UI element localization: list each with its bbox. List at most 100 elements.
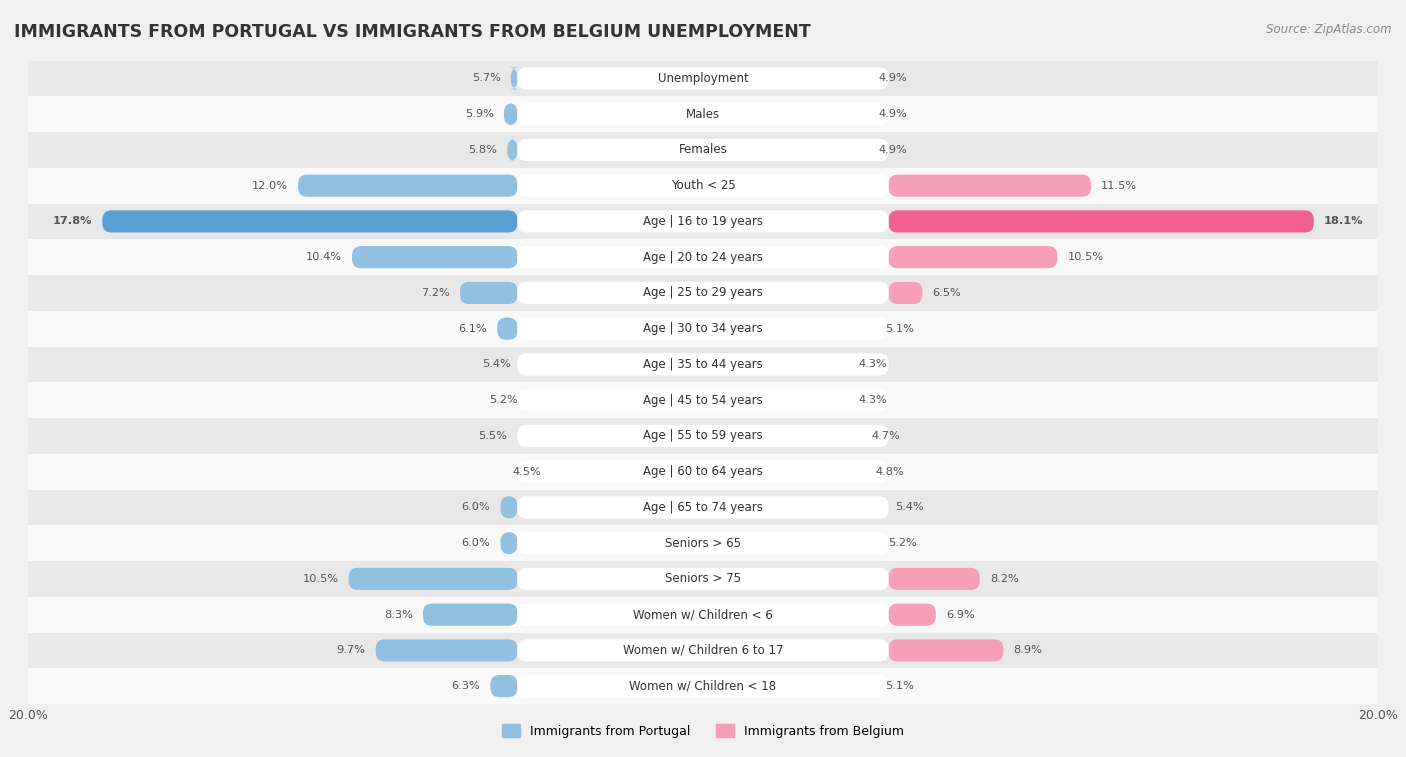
Text: IMMIGRANTS FROM PORTUGAL VS IMMIGRANTS FROM BELGIUM UNEMPLOYMENT: IMMIGRANTS FROM PORTUGAL VS IMMIGRANTS F… — [14, 23, 811, 41]
Text: 9.7%: 9.7% — [336, 646, 366, 656]
Text: 4.9%: 4.9% — [879, 109, 907, 119]
Bar — [28, 382, 1378, 418]
Text: Women w/ Children 6 to 17: Women w/ Children 6 to 17 — [623, 644, 783, 657]
FancyBboxPatch shape — [460, 282, 517, 304]
Text: Youth < 25: Youth < 25 — [671, 179, 735, 192]
FancyBboxPatch shape — [517, 568, 889, 590]
Text: Women w/ Children < 18: Women w/ Children < 18 — [630, 680, 776, 693]
FancyBboxPatch shape — [375, 640, 517, 662]
FancyBboxPatch shape — [103, 210, 517, 232]
Text: Females: Females — [679, 143, 727, 157]
Bar — [28, 525, 1378, 561]
FancyBboxPatch shape — [517, 103, 889, 125]
Text: 5.4%: 5.4% — [482, 360, 510, 369]
Text: 6.1%: 6.1% — [458, 324, 486, 334]
Text: 4.3%: 4.3% — [858, 360, 887, 369]
Text: 10.5%: 10.5% — [302, 574, 339, 584]
Text: 5.1%: 5.1% — [886, 324, 914, 334]
FancyBboxPatch shape — [509, 67, 520, 89]
Bar — [28, 347, 1378, 382]
Text: 5.5%: 5.5% — [478, 431, 508, 441]
FancyBboxPatch shape — [517, 139, 889, 161]
Text: 11.5%: 11.5% — [1101, 181, 1137, 191]
Text: 8.3%: 8.3% — [384, 609, 413, 620]
FancyBboxPatch shape — [889, 568, 980, 590]
FancyBboxPatch shape — [517, 425, 889, 447]
FancyBboxPatch shape — [352, 246, 517, 268]
Text: 5.2%: 5.2% — [489, 395, 517, 405]
Text: 18.1%: 18.1% — [1324, 217, 1364, 226]
Bar — [28, 239, 1378, 275]
FancyBboxPatch shape — [889, 210, 1313, 232]
Bar — [28, 418, 1378, 453]
FancyBboxPatch shape — [517, 210, 889, 232]
Text: 6.0%: 6.0% — [461, 503, 491, 512]
Text: 6.0%: 6.0% — [461, 538, 491, 548]
FancyBboxPatch shape — [517, 460, 889, 483]
FancyBboxPatch shape — [517, 67, 889, 89]
FancyBboxPatch shape — [517, 497, 889, 519]
Text: Women w/ Children < 6: Women w/ Children < 6 — [633, 608, 773, 621]
Bar — [28, 96, 1378, 132]
Text: 5.9%: 5.9% — [465, 109, 494, 119]
Legend: Immigrants from Portugal, Immigrants from Belgium: Immigrants from Portugal, Immigrants fro… — [496, 719, 910, 743]
Text: Age | 65 to 74 years: Age | 65 to 74 years — [643, 501, 763, 514]
FancyBboxPatch shape — [508, 139, 517, 161]
Text: 4.7%: 4.7% — [872, 431, 900, 441]
FancyBboxPatch shape — [517, 603, 889, 626]
FancyBboxPatch shape — [298, 175, 517, 197]
Text: 6.9%: 6.9% — [946, 609, 974, 620]
Text: Unemployment: Unemployment — [658, 72, 748, 85]
Text: 8.9%: 8.9% — [1014, 646, 1042, 656]
Text: 5.8%: 5.8% — [468, 145, 498, 155]
FancyBboxPatch shape — [517, 175, 889, 197]
Text: 4.9%: 4.9% — [879, 73, 907, 83]
Text: 12.0%: 12.0% — [252, 181, 288, 191]
Text: Age | 16 to 19 years: Age | 16 to 19 years — [643, 215, 763, 228]
FancyBboxPatch shape — [517, 318, 889, 340]
FancyBboxPatch shape — [491, 675, 517, 697]
Text: Age | 60 to 64 years: Age | 60 to 64 years — [643, 465, 763, 478]
Bar — [28, 275, 1378, 311]
Text: Age | 35 to 44 years: Age | 35 to 44 years — [643, 358, 763, 371]
FancyBboxPatch shape — [517, 532, 889, 554]
Text: Age | 30 to 34 years: Age | 30 to 34 years — [643, 322, 763, 335]
Bar — [28, 490, 1378, 525]
FancyBboxPatch shape — [517, 640, 889, 662]
FancyBboxPatch shape — [517, 389, 889, 411]
Bar — [28, 168, 1378, 204]
Text: Source: ZipAtlas.com: Source: ZipAtlas.com — [1267, 23, 1392, 36]
Bar — [28, 597, 1378, 633]
FancyBboxPatch shape — [517, 246, 889, 268]
Text: 17.8%: 17.8% — [53, 217, 93, 226]
Bar — [28, 132, 1378, 168]
FancyBboxPatch shape — [517, 675, 889, 697]
FancyBboxPatch shape — [498, 318, 517, 340]
Bar — [28, 633, 1378, 668]
Text: Age | 45 to 54 years: Age | 45 to 54 years — [643, 394, 763, 407]
FancyBboxPatch shape — [501, 532, 517, 554]
Bar — [28, 453, 1378, 490]
Bar — [28, 668, 1378, 704]
FancyBboxPatch shape — [889, 603, 936, 626]
Bar — [28, 311, 1378, 347]
Text: 6.5%: 6.5% — [932, 288, 962, 298]
Bar — [28, 61, 1378, 96]
Text: 5.4%: 5.4% — [896, 503, 924, 512]
FancyBboxPatch shape — [501, 497, 517, 519]
FancyBboxPatch shape — [349, 568, 517, 590]
FancyBboxPatch shape — [517, 282, 889, 304]
Text: 6.3%: 6.3% — [451, 681, 481, 691]
Text: Males: Males — [686, 107, 720, 120]
FancyBboxPatch shape — [423, 603, 517, 626]
Text: 10.5%: 10.5% — [1067, 252, 1104, 262]
Bar — [28, 204, 1378, 239]
Text: 5.2%: 5.2% — [889, 538, 917, 548]
Text: 8.2%: 8.2% — [990, 574, 1018, 584]
Text: Age | 25 to 29 years: Age | 25 to 29 years — [643, 286, 763, 300]
Text: 10.4%: 10.4% — [307, 252, 342, 262]
Text: 5.1%: 5.1% — [886, 681, 914, 691]
FancyBboxPatch shape — [517, 354, 889, 375]
FancyBboxPatch shape — [889, 282, 922, 304]
Text: 4.3%: 4.3% — [858, 395, 887, 405]
